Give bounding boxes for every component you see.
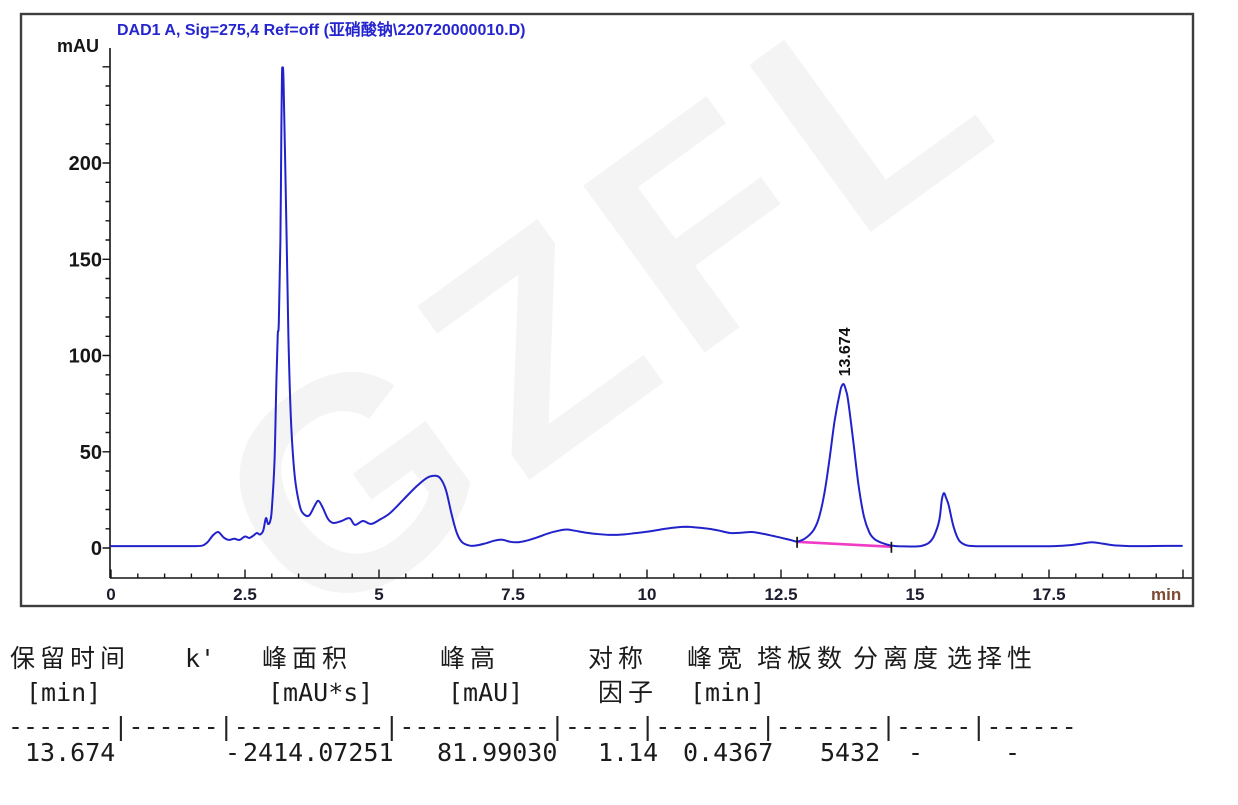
col-height-unit: [mAU] bbox=[448, 678, 524, 707]
col-plates-header: 塔板数 bbox=[757, 644, 848, 673]
signal-title: DAD1 A, Sig=275,4 Ref=off (亚硝酸钠\22072000… bbox=[117, 22, 526, 39]
y-tick-label: 150 bbox=[69, 249, 102, 271]
integration-baseline bbox=[797, 540, 892, 549]
col-kprime-header: k' bbox=[185, 644, 216, 673]
plot-frame bbox=[19, 12, 1195, 608]
chromatogram-trace bbox=[110, 66, 1183, 548]
col-resolution-header: 分离度 bbox=[853, 644, 944, 673]
value-symmetry: 1.14 bbox=[598, 738, 659, 767]
value-kprime: - bbox=[225, 738, 241, 767]
y-tick-label: 50 bbox=[80, 442, 102, 464]
chromatogram-plot: 0 50 100 150 200 0 2.5 5 7.5 10 12.5 15 17.5 13.674 bbox=[19, 12, 1195, 608]
x-tick-label: 7.5 bbox=[501, 585, 525, 604]
value-selectivity: - bbox=[1005, 738, 1021, 767]
col-height-header: 峰高 bbox=[440, 644, 501, 673]
value-retention-time: 13.674 bbox=[25, 738, 116, 767]
x-tick-label: 15 bbox=[906, 585, 925, 604]
col-symmetry-header: 对称 bbox=[588, 644, 649, 673]
y-axis-unit-label: mAU bbox=[57, 36, 100, 56]
y-tick-label: 0 bbox=[91, 538, 102, 560]
x-tick-label: 12.5 bbox=[764, 585, 797, 604]
y-tick-label: 100 bbox=[69, 346, 102, 368]
value-peak-height: 81.99030 bbox=[437, 738, 558, 767]
y-tick-label: 200 bbox=[69, 153, 102, 175]
col-selectivity-header: 选择性 bbox=[947, 644, 1038, 673]
col-retention-unit: [min] bbox=[26, 678, 102, 707]
col-symmetry-header2: 因子 bbox=[598, 678, 659, 707]
x-axis-unit-label: min bbox=[1151, 585, 1182, 604]
value-peak-area: 2414.07251 bbox=[243, 738, 394, 767]
x-tick-label: 0 bbox=[106, 585, 115, 604]
value-peak-width: 0.4367 bbox=[683, 738, 774, 767]
y-axis-ticks bbox=[102, 66, 110, 549]
peak-retention-label: 13.674 bbox=[837, 327, 854, 376]
col-area-unit: [mAU*s] bbox=[268, 678, 374, 707]
col-retention-header: 保留时间 bbox=[10, 644, 131, 673]
x-tick-label: 5 bbox=[374, 585, 383, 604]
col-area-header: 峰面积 bbox=[262, 644, 353, 673]
value-resolution: - bbox=[908, 738, 924, 767]
col-width-header: 峰宽 bbox=[687, 644, 748, 673]
x-tick-label: 17.5 bbox=[1032, 585, 1065, 604]
col-width-unit: [min] bbox=[690, 678, 766, 707]
x-axis-ticks bbox=[110, 569, 1184, 578]
value-plates: 5432 bbox=[820, 738, 881, 767]
table-separator: -------|------|----------|----------|---… bbox=[8, 712, 1077, 741]
x-tick-label: 10 bbox=[638, 585, 657, 604]
x-tick-label: 2.5 bbox=[233, 585, 257, 604]
